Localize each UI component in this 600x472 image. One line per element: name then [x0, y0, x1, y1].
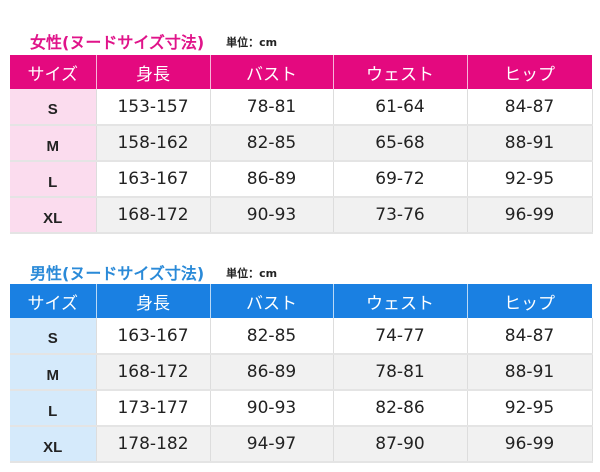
measurement-cell: 86-89 — [210, 161, 334, 198]
column-header: ウェスト — [333, 55, 468, 89]
male-unit: 単位：cm — [226, 267, 278, 280]
measurement-cell: 96-99 — [467, 197, 593, 234]
table-row: S 153-157 78-81 61-64 84-87 — [10, 89, 593, 126]
size-cell: M — [10, 125, 97, 162]
male-size-section: 男性(ヌードサイズ寸法) 単位：cm サイズ 身長 バスト ウェスト ヒップ S 163-1… — [10, 258, 593, 463]
measurement-cell: 78-81 — [210, 89, 334, 126]
column-header: 身長 — [96, 55, 211, 89]
measurement-cell: 92-95 — [467, 161, 593, 198]
table-row: L 173-177 90-93 82-86 92-95 — [10, 390, 593, 427]
measurement-cell: 65-68 — [333, 125, 468, 162]
measurement-cell: 61-64 — [333, 89, 468, 126]
measurement-cell: 88-91 — [467, 125, 593, 162]
table-row: S 163-167 82-85 74-77 84-87 — [10, 318, 593, 355]
measurement-cell: 69-72 — [333, 161, 468, 198]
size-cell: L — [10, 390, 97, 427]
measurement-cell: 96-99 — [467, 426, 593, 463]
female-unit: 単位：cm — [226, 36, 278, 49]
header-row: サイズ 身長 バスト ウェスト ヒップ — [10, 284, 593, 318]
size-cell: S — [10, 89, 97, 126]
measurement-cell: 78-81 — [333, 354, 468, 391]
female-size-section: 女性(ヌードサイズ寸法) 単位：cm サイズ 身長 バスト ウェスト ヒップ S 153-1… — [10, 27, 593, 234]
size-cell: M — [10, 354, 97, 391]
measurement-cell: 87-90 — [333, 426, 468, 463]
table-row: L 163-167 86-89 69-72 92-95 — [10, 161, 593, 198]
measurement-cell: 73-76 — [333, 197, 468, 234]
size-cell: S — [10, 318, 97, 355]
measurement-cell: 82-85 — [210, 125, 334, 162]
measurement-cell: 158-162 — [96, 125, 211, 162]
female-title: 女性(ヌードサイズ寸法) — [30, 33, 205, 52]
measurement-cell: 82-86 — [333, 390, 468, 427]
column-header: バスト — [210, 284, 334, 318]
column-header: バスト — [210, 55, 334, 89]
male-title-row: 男性(ヌードサイズ寸法) 単位：cm — [10, 258, 592, 284]
size-cell: XL — [10, 426, 97, 463]
measurement-cell: 178-182 — [96, 426, 211, 463]
measurement-cell: 173-177 — [96, 390, 211, 427]
table-row: XL 178-182 94-97 87-90 96-99 — [10, 426, 593, 463]
column-header: サイズ — [10, 55, 97, 89]
column-header: ヒップ — [467, 55, 593, 89]
column-header: ウェスト — [333, 284, 468, 318]
table-row: M 168-172 86-89 78-81 88-91 — [10, 354, 593, 391]
male-size-table: サイズ 身長 バスト ウェスト ヒップ S 163-167 82-85 74-77 84-87 M 1… — [10, 284, 593, 463]
female-size-table: サイズ 身長 バスト ウェスト ヒップ S 153-157 78-81 61-64 84-87 M 1… — [10, 55, 593, 234]
measurement-cell: 168-172 — [96, 197, 211, 234]
female-title-row: 女性(ヌードサイズ寸法) 単位：cm — [10, 27, 592, 53]
size-cell: L — [10, 161, 97, 198]
table-row: M 158-162 82-85 65-68 88-91 — [10, 125, 593, 162]
male-title: 男性(ヌードサイズ寸法) — [30, 264, 205, 283]
measurement-cell: 163-167 — [96, 161, 211, 198]
size-cell: XL — [10, 197, 97, 234]
measurement-cell: 84-87 — [467, 318, 593, 355]
measurement-cell: 168-172 — [96, 354, 211, 391]
header-row: サイズ 身長 バスト ウェスト ヒップ — [10, 55, 593, 89]
measurement-cell: 163-167 — [96, 318, 211, 355]
measurement-cell: 94-97 — [210, 426, 334, 463]
measurement-cell: 153-157 — [96, 89, 211, 126]
measurement-cell: 88-91 — [467, 354, 593, 391]
measurement-cell: 82-85 — [210, 318, 334, 355]
column-header: 身長 — [96, 284, 211, 318]
column-header: ヒップ — [467, 284, 593, 318]
measurement-cell: 92-95 — [467, 390, 593, 427]
measurement-cell: 84-87 — [467, 89, 593, 126]
measurement-cell: 90-93 — [210, 390, 334, 427]
measurement-cell: 90-93 — [210, 197, 334, 234]
measurement-cell: 86-89 — [210, 354, 334, 391]
column-header: サイズ — [10, 284, 97, 318]
table-row: XL 168-172 90-93 73-76 96-99 — [10, 197, 593, 234]
measurement-cell: 74-77 — [333, 318, 468, 355]
